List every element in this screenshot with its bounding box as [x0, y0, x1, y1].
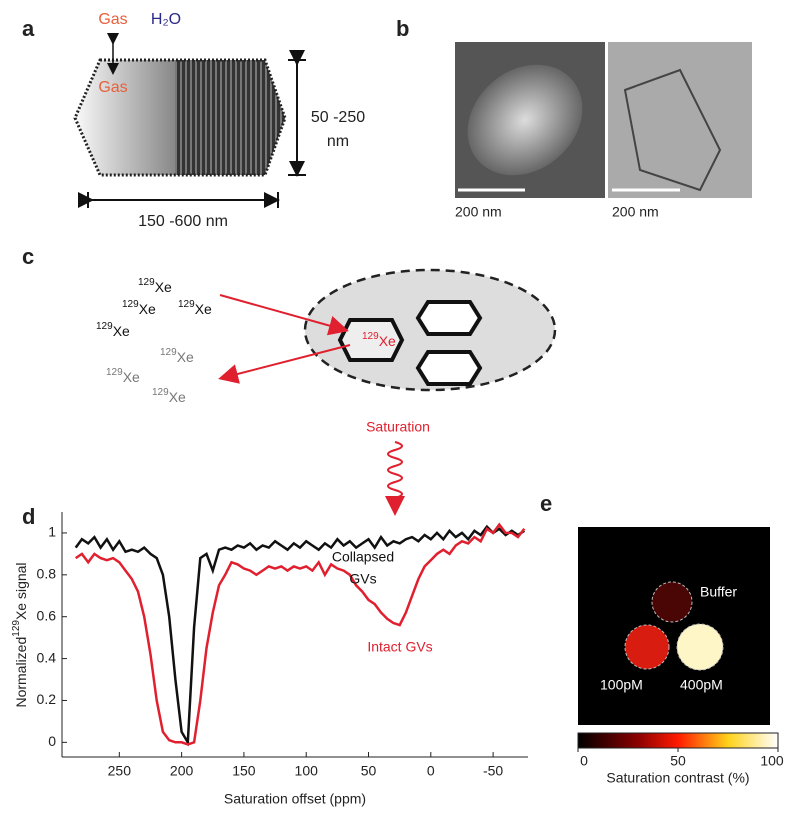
xenon-label: 129Xe	[96, 321, 130, 339]
xenon-label: 129Xe	[152, 387, 186, 405]
saturation-label: Saturation	[366, 419, 430, 435]
xenon-mass: 129	[138, 277, 155, 288]
panel-letter: b	[396, 16, 409, 41]
y-tick-label: 0.6	[37, 607, 57, 623]
y-tick-label: 0.2	[37, 691, 57, 707]
xenon-label: 129Xe	[138, 277, 172, 295]
colorbar-label: Saturation contrast (%)	[606, 770, 749, 786]
gas-label: Gas	[98, 11, 127, 28]
colorbar-tick-label: 50	[670, 753, 686, 769]
x-tick-label: 250	[108, 763, 132, 779]
xenon-mass: 129	[106, 367, 123, 378]
xenon-mass: 129	[178, 299, 195, 310]
xenon-element: Xe	[139, 301, 156, 317]
gas-vesicle-schematic	[73, 33, 306, 208]
xenon-mass: 129	[160, 347, 177, 358]
xenon-element: Xe	[155, 279, 172, 295]
water-label: H₂O	[151, 11, 181, 28]
series-label: GVs	[349, 571, 376, 587]
series-label: Intact GVs	[367, 639, 432, 655]
y-label-mass: 129	[11, 620, 22, 637]
micrographs	[455, 42, 752, 198]
y-tick-label: 1	[48, 524, 56, 540]
exchange-diagram	[218, 268, 557, 516]
y-label-text: Xe signal	[13, 562, 29, 620]
sample-label: 100pM	[600, 677, 643, 693]
y-tick-label: 0.8	[37, 566, 57, 582]
x-tick-label: 100	[295, 763, 319, 779]
sample-label: 400pM	[680, 677, 723, 693]
y-tick-label: 0.4	[37, 649, 57, 665]
series-line	[74, 522, 526, 746]
xenon-element: Xe	[169, 389, 186, 405]
xenon-element: Xe	[195, 301, 212, 317]
x-tick-label: -50	[483, 763, 503, 779]
series-label: Collapsed	[332, 549, 394, 565]
colorbar-tick-label: 0	[580, 753, 588, 769]
height-label: nm	[327, 133, 349, 150]
xenon-label: 129Xe	[160, 347, 194, 365]
xenon-element: Xe	[123, 369, 140, 385]
y-label-text: Normalized	[13, 637, 29, 708]
xenon-mass: 129	[152, 387, 169, 398]
xenon-mass: 129	[96, 321, 113, 332]
panel-letter: c	[22, 244, 34, 269]
x-tick-label: 0	[427, 763, 435, 779]
gas-label: Gas	[98, 79, 127, 96]
x-tick-label: 50	[361, 763, 377, 779]
scale-label: 200 nm	[455, 204, 502, 220]
width-label: 150 -600 nm	[138, 213, 228, 230]
panel-letter: d	[22, 504, 35, 529]
xenon-mass: 129	[362, 331, 379, 342]
series-line	[74, 524, 525, 747]
x-tick-label: 200	[170, 763, 194, 779]
xenon-element: Xe	[177, 349, 194, 365]
xenon-mass: 129	[122, 299, 139, 310]
x-tick-label: 150	[232, 763, 256, 779]
xenon-label: 129Xe	[362, 331, 396, 349]
xenon-label: 129Xe	[106, 367, 140, 385]
y-axis-label: Normalized129Xe signal	[11, 562, 29, 707]
height-label: 50 -250	[311, 109, 365, 126]
xenon-element: Xe	[379, 333, 396, 349]
panel-letter: e	[540, 491, 552, 516]
panel-letter: a	[22, 16, 35, 41]
x-axis-label: Saturation offset (ppm)	[224, 791, 366, 807]
xenon-label: 129Xe	[122, 299, 156, 317]
xenon-element: Xe	[113, 323, 130, 339]
scale-label: 200 nm	[612, 204, 659, 220]
colorbar-tick-label: 100	[760, 753, 784, 769]
sample-label: Buffer	[700, 584, 737, 600]
xenon-label: 129Xe	[178, 299, 212, 317]
y-tick-label: 0	[48, 733, 56, 749]
xe-image	[577, 527, 779, 749]
